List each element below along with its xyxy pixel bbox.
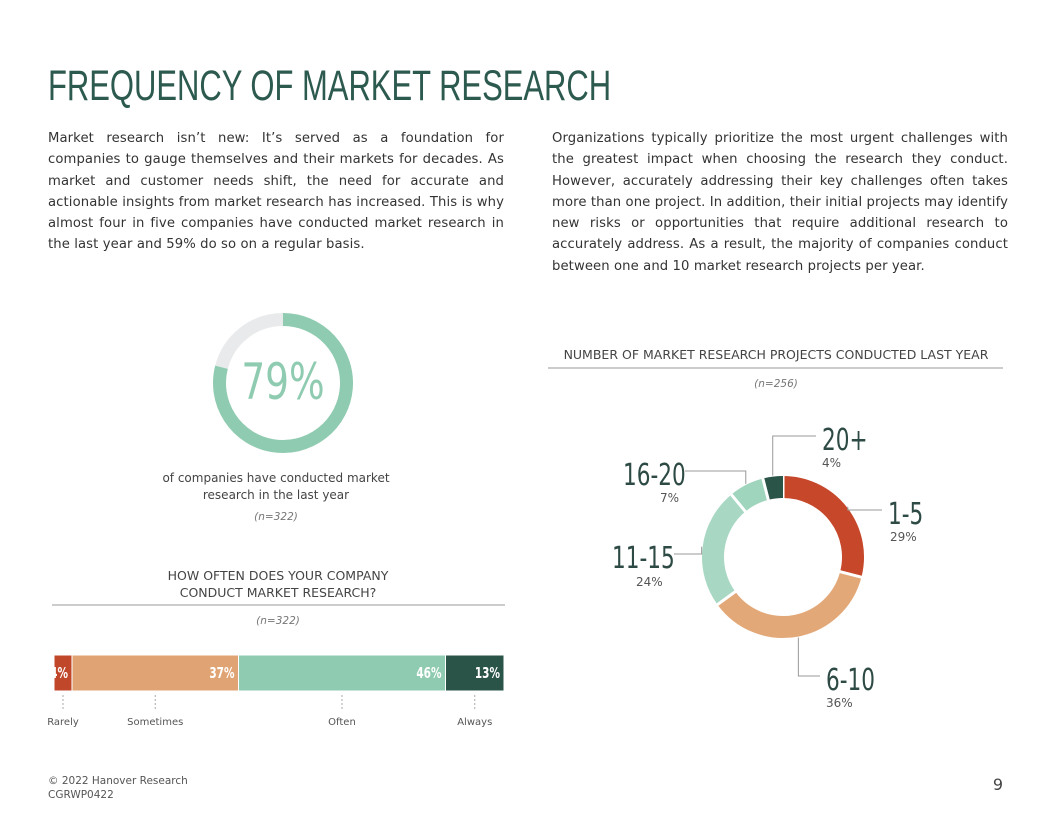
gauge-label: 79% bbox=[241, 354, 324, 412]
bar-segment bbox=[445, 654, 505, 692]
sample-note: (n=322) bbox=[254, 511, 298, 523]
bar-segment bbox=[238, 654, 446, 692]
category-label: 20+ bbox=[822, 424, 868, 458]
value-label: 4% bbox=[822, 456, 841, 470]
legend-label: Always bbox=[457, 717, 492, 728]
chart-title: CONDUCT MARKET RESEARCH? bbox=[180, 585, 377, 600]
category-label: 11-15 bbox=[612, 542, 675, 576]
value-label: 37% bbox=[209, 665, 234, 682]
category-label: 6-10 bbox=[826, 664, 875, 698]
gauge-arc bbox=[213, 313, 353, 453]
leader bbox=[847, 506, 882, 511]
bar-segment bbox=[71, 654, 239, 692]
chart-title: NUMBER OF MARKET RESEARCH PROJECTS CONDU… bbox=[564, 347, 989, 362]
sample-note: (n=322) bbox=[256, 615, 300, 627]
donut-segment bbox=[731, 478, 769, 512]
value-label: 4% bbox=[50, 665, 68, 682]
legend-label: Often bbox=[328, 717, 356, 728]
footer-text: © 2022 Hanover Research bbox=[48, 775, 188, 787]
category-label: 16-20 bbox=[623, 459, 686, 493]
paragraph: Market research isn’t new: It’s served a… bbox=[48, 131, 504, 253]
value-label: 36% bbox=[826, 696, 853, 710]
caption: of companies have conducted market bbox=[162, 471, 389, 485]
footer-text: CGRWP0422 bbox=[48, 789, 114, 801]
page-number: 9 bbox=[993, 775, 1003, 794]
caption: research in the last year bbox=[203, 488, 349, 502]
segment-gap bbox=[838, 569, 863, 579]
value-label: 24% bbox=[636, 575, 663, 589]
donut-segment bbox=[717, 571, 862, 638]
value-label: 13% bbox=[475, 665, 500, 682]
value-label: 7% bbox=[660, 491, 679, 505]
leader bbox=[685, 470, 747, 484]
leader bbox=[797, 637, 820, 677]
segment-gap bbox=[729, 492, 748, 514]
donut-segment bbox=[702, 494, 746, 605]
legend-label: Rarely bbox=[47, 717, 79, 728]
donut-segment bbox=[782, 476, 864, 578]
donut-segment bbox=[762, 476, 784, 500]
segment-gap bbox=[715, 589, 737, 607]
category-label: 1-5 bbox=[888, 498, 923, 532]
chart-title: HOW OFTEN DOES YOUR COMPANY bbox=[168, 568, 389, 583]
value-label: 46% bbox=[416, 665, 441, 682]
leader bbox=[674, 546, 703, 555]
gauge-track bbox=[215, 313, 284, 370]
page-title: FREQUENCY OF MARKET RESEARCH bbox=[48, 62, 612, 110]
paragraph: Organizations typically prioritize the m… bbox=[552, 131, 1008, 274]
legend-label: Sometimes bbox=[127, 717, 183, 728]
value-label: 29% bbox=[890, 530, 917, 544]
leader bbox=[772, 435, 816, 476]
segment-gap bbox=[761, 477, 771, 502]
sample-note: (n=256) bbox=[754, 378, 798, 390]
